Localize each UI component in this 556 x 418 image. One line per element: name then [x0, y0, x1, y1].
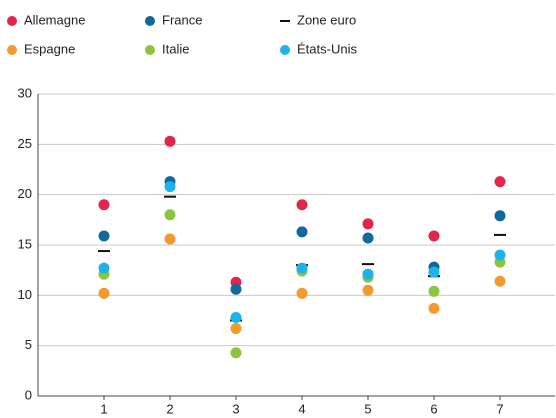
legend-label: États-Unis [297, 41, 357, 56]
dot [230, 283, 242, 295]
dot [164, 233, 176, 245]
legend-label: France [162, 12, 202, 27]
y-tick-label: 0 [25, 387, 32, 402]
x-tick-label: 3 [232, 401, 239, 416]
dot [164, 209, 176, 221]
dot [230, 347, 242, 359]
legend-label: Allemagne [24, 12, 85, 27]
y-tick-label: 10 [18, 287, 32, 302]
dot [362, 268, 374, 280]
legend-marker [7, 16, 17, 26]
x-tick-label: 5 [364, 401, 371, 416]
dot [164, 135, 176, 147]
dot [296, 262, 308, 274]
legend-label: Espagne [24, 41, 75, 56]
dot [494, 176, 506, 188]
x-tick-label: 6 [430, 401, 437, 416]
dot [362, 284, 374, 296]
x-tick-label: 7 [496, 401, 503, 416]
x-tick-label: 2 [166, 401, 173, 416]
legend-marker [145, 45, 155, 55]
dot [230, 323, 242, 335]
legend-marker [280, 45, 290, 55]
legend-marker [7, 45, 17, 55]
dot [296, 199, 308, 211]
y-tick-label: 25 [18, 136, 32, 151]
legend-marker [145, 16, 155, 26]
y-tick-label: 5 [25, 337, 32, 352]
dot [230, 311, 242, 323]
dot [494, 249, 506, 261]
dot [296, 226, 308, 238]
y-tick-label: 15 [18, 236, 32, 251]
dot [98, 199, 110, 211]
dot [494, 275, 506, 287]
x-tick-label: 4 [298, 401, 305, 416]
dot [98, 262, 110, 274]
dot [362, 218, 374, 230]
dot [428, 230, 440, 242]
legend-label: Zone euro [297, 12, 356, 27]
dot [362, 232, 374, 244]
dot [428, 285, 440, 297]
y-tick-label: 20 [18, 186, 32, 201]
dot [98, 230, 110, 242]
dot [428, 266, 440, 278]
legend-label: Italie [162, 41, 189, 56]
y-tick-label: 30 [18, 85, 32, 100]
dot [98, 287, 110, 299]
dot [494, 210, 506, 222]
dot [296, 287, 308, 299]
dot [164, 181, 176, 193]
dot [428, 302, 440, 314]
x-tick-label: 1 [100, 401, 107, 416]
